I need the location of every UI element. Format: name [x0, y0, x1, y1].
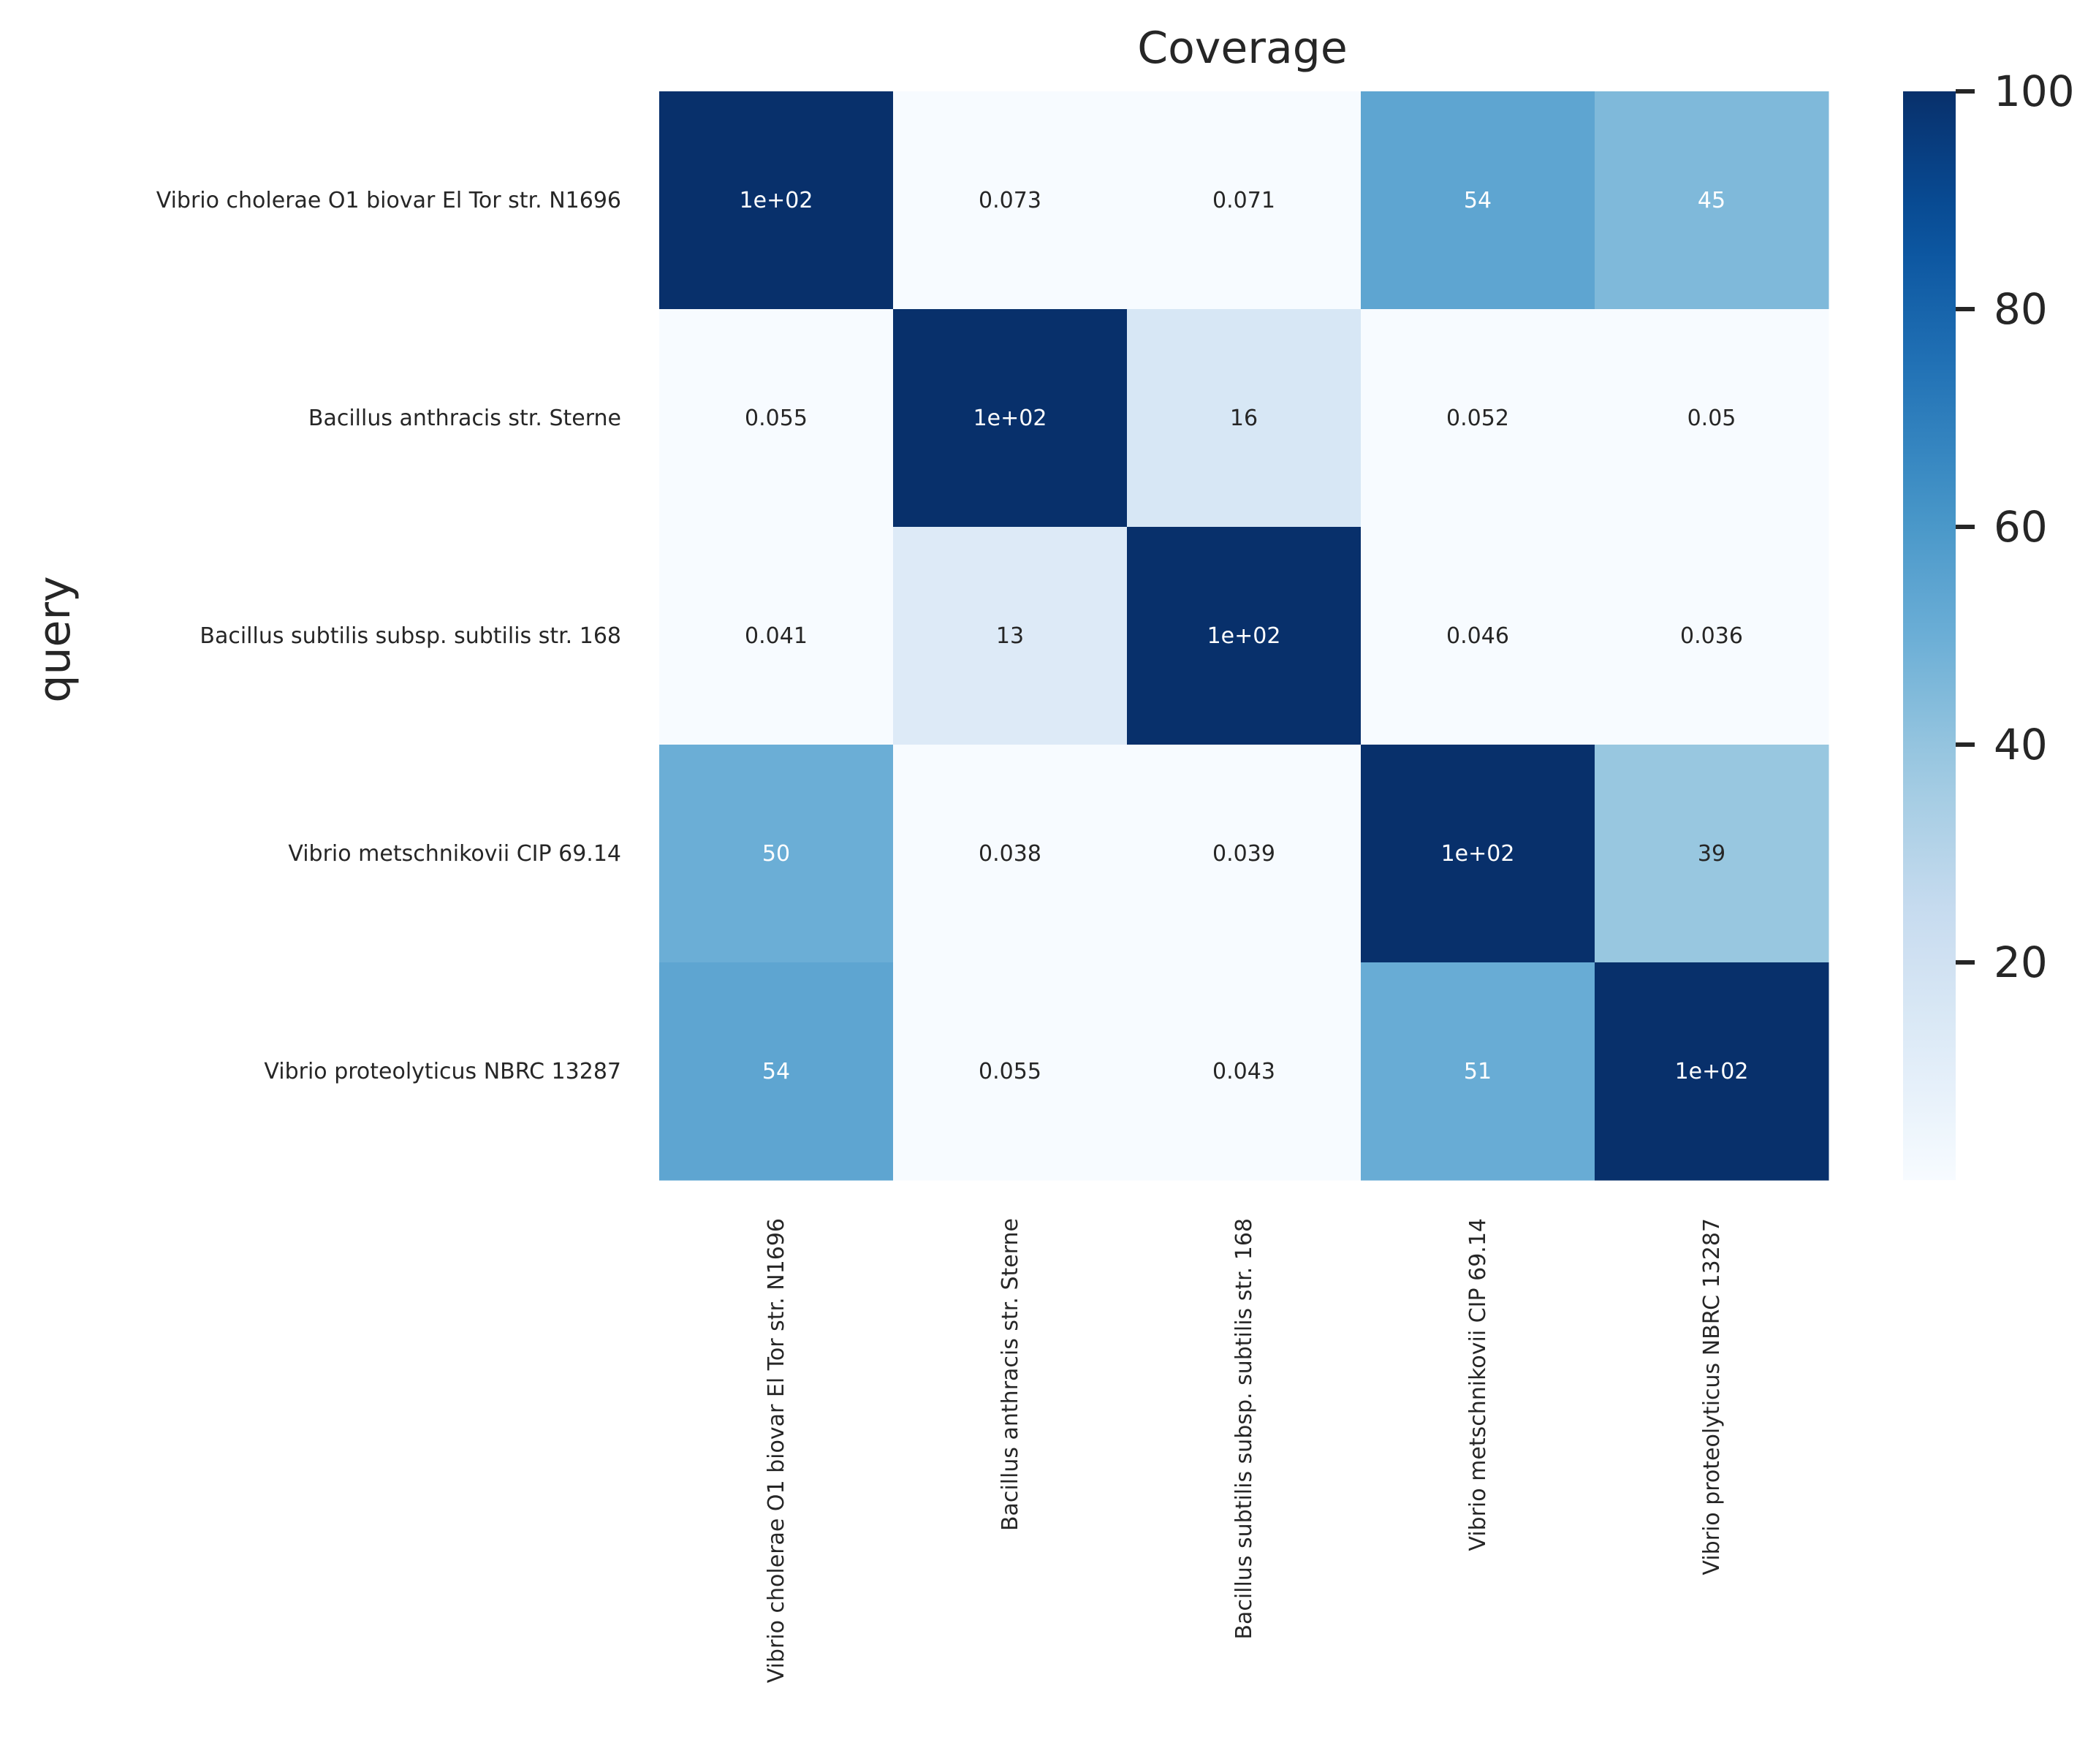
cell-value-label: 0.073	[979, 188, 1041, 213]
heatmap-cell	[1127, 962, 1362, 1181]
heatmap-cell	[1361, 91, 1595, 310]
cell-value-label: 1e+02	[1441, 841, 1515, 867]
cell-value-label: 1e+02	[1675, 1059, 1749, 1084]
heatmap-cell	[659, 527, 894, 745]
cell-value-label: 0.055	[745, 406, 808, 431]
cell-value-label: 50	[762, 841, 790, 867]
heatmap-cell	[1595, 527, 1829, 745]
cell-value-label: 0.055	[979, 1059, 1041, 1084]
heatmap-cell	[659, 309, 894, 528]
heatmap-cell	[1595, 745, 1829, 963]
heatmap-cell	[1595, 962, 1829, 1181]
heatmap-cell	[659, 962, 894, 1181]
cell-value-label: 16	[1230, 406, 1258, 431]
row-tick-label: Bacillus subtilis subsp. subtilis str. 1…	[200, 623, 621, 649]
column-tick-label: Vibrio cholerae O1 biovar El Tor str. N1…	[764, 1218, 789, 1683]
row-tick-label: Vibrio proteolyticus NBRC 13287	[264, 1059, 621, 1084]
cell-value-label: 51	[1464, 1059, 1492, 1084]
heatmap-cell	[1361, 962, 1595, 1181]
row-tick-label: Vibrio cholerae O1 biovar El Tor str. N1…	[156, 188, 621, 213]
heatmap-cell	[1361, 745, 1595, 963]
heatmap-cell	[1595, 309, 1829, 528]
cell-value-label: 0.046	[1446, 623, 1509, 649]
colorbar-tick-label: 100	[1994, 66, 2075, 116]
colorbar-gradient	[1903, 91, 1956, 1180]
heatmap-cell	[1127, 745, 1362, 963]
heatmap-cell	[893, 962, 1128, 1181]
cell-value-label: 0.043	[1212, 1059, 1275, 1084]
cell-value-label: 54	[762, 1059, 790, 1084]
colorbar: 20 40 60 80 100	[1903, 66, 2075, 1180]
heatmap-cell	[893, 527, 1128, 745]
colorbar-tick-label: 60	[1994, 502, 2048, 552]
heatmap-cell	[893, 91, 1128, 310]
column-labels: Vibrio cholerae O1 biovar El Tor str. N1…	[764, 1218, 1725, 1683]
heatmap-cell	[659, 745, 894, 963]
cell-value-label: 1e+02	[973, 406, 1047, 431]
heatmap-cell	[659, 91, 894, 310]
column-tick-label: Bacillus anthracis str. Sterne	[998, 1218, 1023, 1531]
heatmap-cell	[893, 309, 1128, 528]
heatmap-cell	[1361, 527, 1595, 745]
cell-value-label: 0.038	[979, 841, 1041, 867]
heatmap-cell	[1127, 309, 1362, 528]
cell-value-label: 0.041	[745, 623, 808, 649]
heatmap-cell	[1127, 91, 1362, 310]
colorbar-tick-label: 80	[1994, 284, 2048, 334]
y-axis-label: query	[29, 576, 80, 702]
cell-value-label: 45	[1698, 188, 1725, 213]
row-tick-label: Vibrio metschnikovii CIP 69.14	[288, 841, 621, 867]
cell-value-label: 1e+02	[740, 188, 813, 213]
heatmap-cell	[1595, 91, 1829, 310]
colorbar-tick-label: 40	[1994, 720, 2048, 769]
heatmap-cell	[893, 745, 1128, 963]
cell-value-label: 13	[996, 623, 1024, 649]
cell-value-label: 0.05	[1687, 406, 1736, 431]
column-tick-label: Vibrio proteolyticus NBRC 13287	[1699, 1218, 1725, 1575]
heatmap-cell	[1361, 309, 1595, 528]
column-tick-label: Vibrio metschnikovii CIP 69.14	[1465, 1218, 1491, 1551]
heatmap-cell	[1127, 527, 1362, 745]
column-tick-label: Bacillus subtilis subsp. subtilis str. 1…	[1231, 1218, 1257, 1640]
cell-value-label: 54	[1464, 188, 1492, 213]
cell-value-label: 1e+02	[1207, 623, 1281, 649]
heatmap-cells	[659, 91, 1829, 1181]
cell-value-label: 0.036	[1680, 623, 1743, 649]
cell-labels: 1e+02 0.073 0.071 54 45 0.055 1e+02 16 0.052 0.05…	[740, 188, 1749, 1084]
cell-value-label: 39	[1698, 841, 1725, 867]
cell-value-label: 0.052	[1446, 406, 1509, 431]
row-labels: Vibrio cholerae O1 biovar El Tor str. N1…	[156, 188, 621, 1084]
colorbar-tick-label: 20	[1994, 938, 2048, 987]
row-tick-label: Bacillus anthracis str. Sterne	[308, 406, 621, 431]
cell-value-label: 0.071	[1212, 188, 1275, 213]
cell-value-label: 0.039	[1212, 841, 1275, 867]
chart-title: Coverage	[1137, 23, 1347, 74]
